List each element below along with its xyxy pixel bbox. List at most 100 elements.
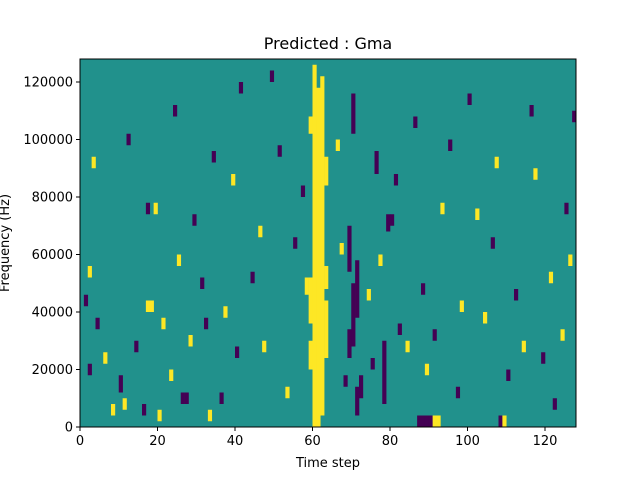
heatmap-cell [320, 76, 325, 416]
heatmap-cell [417, 415, 422, 427]
heatmap-cell [424, 363, 430, 376]
heatmap-cell [83, 294, 89, 307]
heatmap-cell [184, 392, 189, 404]
y-tick-label: 0 [65, 421, 73, 436]
heatmap-cell [413, 116, 418, 128]
heatmap-cell [211, 151, 216, 163]
y-tick-label: 120000 [23, 76, 73, 91]
x-tick-label: 20 [149, 434, 166, 449]
y-axis-title: Frequency (Hz) [0, 194, 13, 292]
heatmap-cell [300, 185, 306, 197]
heatmap-cell [91, 156, 96, 169]
heatmap-cell [223, 306, 228, 318]
heatmap-cell [521, 340, 526, 353]
heatmap-cell [122, 398, 127, 410]
heatmap-cell [339, 243, 344, 255]
heatmap-cell [382, 340, 387, 404]
heatmap-cell [366, 289, 371, 301]
heatmap-cell [235, 346, 240, 358]
heatmap-cell [448, 139, 453, 151]
heatmap-cell [134, 340, 139, 353]
heatmap-cell [103, 352, 108, 364]
heatmap-cell [355, 386, 360, 416]
heatmap-cell [343, 375, 348, 387]
heatmap-cell [533, 168, 538, 180]
heatmap-cell [142, 404, 147, 416]
heatmap-cell [514, 289, 519, 301]
heatmap-cell [200, 277, 205, 289]
heatmap-cell [111, 404, 116, 416]
heatmap-cell [483, 312, 488, 324]
heatmap-cell [180, 392, 185, 404]
y-tick-label: 60000 [32, 248, 73, 263]
heatmap-cell [393, 174, 399, 186]
heatmap-cell [258, 225, 263, 238]
heatmap-cell [145, 202, 151, 215]
heatmap-cell [192, 214, 197, 226]
heatmap-cell [335, 139, 340, 151]
heatmap-cell [386, 214, 391, 232]
heatmap-cell [494, 156, 499, 169]
heatmap-cell [421, 415, 426, 427]
heatmap-cell [87, 266, 92, 278]
heatmap-cell [188, 335, 193, 347]
chart-title: Predicted : Gma [264, 34, 392, 53]
heatmap-cell [262, 340, 267, 353]
heatmap-cell [308, 116, 313, 134]
heatmap-cell [207, 409, 213, 422]
heatmap-cell [502, 415, 507, 427]
heatmap-cell [157, 409, 162, 422]
heatmap-cell [568, 254, 573, 266]
heatmap-cell [405, 340, 410, 353]
heatmap-cell [355, 260, 360, 318]
y-tick-label: 100000 [23, 133, 73, 148]
heatmap-cell [529, 105, 534, 117]
heatmap-cell [397, 323, 402, 335]
heatmap-cell [552, 398, 557, 410]
heatmap-cell [560, 329, 565, 341]
heatmap-cell [390, 214, 395, 226]
heatmap-cell [219, 392, 224, 404]
y-tick-label: 40000 [32, 306, 73, 321]
x-tick-label: 80 [382, 434, 399, 449]
heatmap-cell [176, 254, 182, 266]
heatmap-cell [467, 93, 472, 105]
heatmap-cell [250, 271, 255, 284]
x-tick-label: 120 [533, 434, 558, 449]
heatmap-cells [80, 59, 577, 427]
heatmap-cell [378, 254, 383, 266]
heatmap-cell [455, 386, 461, 399]
x-tick-label: 0 [76, 434, 84, 449]
heatmap-cell [436, 415, 441, 427]
heatmap-cell [475, 208, 480, 220]
heatmap-cell [277, 145, 282, 157]
plot-frame [79, 58, 577, 428]
heatmap-cell [204, 317, 209, 330]
y-axis: 0 20000 40000 60000 80000 100000 120000 [23, 76, 80, 436]
y-tick-label: 20000 [32, 363, 73, 378]
heatmap-cell [541, 352, 546, 364]
heatmap-cell [370, 358, 375, 370]
heatmap-cell [324, 156, 329, 186]
heatmap-cell [95, 317, 100, 330]
heatmap-cell [490, 237, 495, 249]
heatmap-cell [285, 386, 290, 399]
heatmap-cell [324, 300, 329, 358]
x-tick-label: 60 [304, 434, 321, 449]
heatmap-cell [231, 174, 236, 186]
x-tick-label: 40 [227, 434, 244, 449]
y-tick-label: 80000 [32, 191, 73, 206]
heatmap-cell [324, 266, 329, 289]
heatmap-cell [312, 64, 317, 427]
heatmap-cell [564, 202, 569, 215]
heatmap-cell [347, 329, 352, 358]
heatmap-cell [548, 271, 554, 284]
heatmap-cell [432, 415, 437, 427]
heatmap-cell [308, 277, 313, 324]
heatmap-cell [359, 375, 364, 399]
heatmap-cell [351, 93, 356, 134]
heatmap-cell [118, 375, 123, 393]
x-tick-label: 100 [455, 434, 480, 449]
heatmap-cell [153, 202, 158, 215]
heatmap-cell [87, 363, 92, 376]
